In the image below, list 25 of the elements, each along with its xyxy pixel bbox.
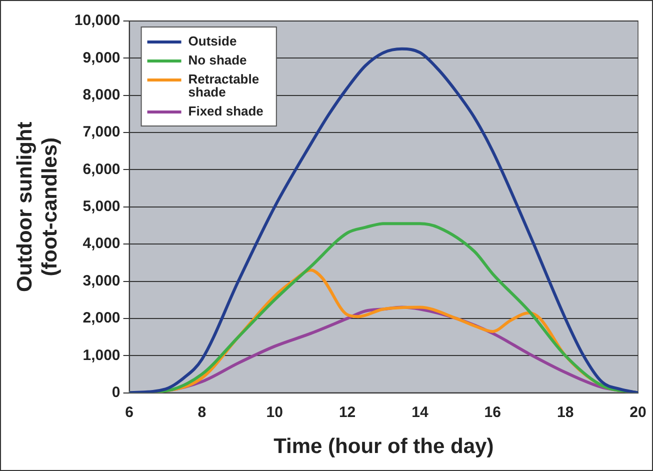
y-tick-label: 8,000	[82, 86, 120, 104]
y-axis-title: Outdoor sunlight (foot-candles)	[13, 122, 62, 292]
y-tick-label: 0	[112, 384, 120, 401]
y-tick-label: 9,000	[82, 49, 120, 66]
x-tick-label: 14	[412, 404, 429, 421]
y-tick-label: 7,000	[82, 124, 120, 141]
y-tick-label: 6,000	[82, 160, 120, 178]
x-tick-label: 12	[338, 404, 356, 421]
x-tick-label: 18	[556, 404, 574, 421]
x-tick-label: 16	[484, 404, 501, 421]
x-tick-label: 20	[630, 404, 646, 421]
legend-label: Fixed shade	[188, 104, 264, 119]
y-tick-label: 1,000	[82, 346, 120, 364]
y-tick-label: 3,000	[82, 272, 120, 290]
y-tick-label: 4,000	[82, 235, 120, 252]
x-axis-title: Time (hour of the day)	[274, 435, 494, 458]
x-tick-label: 8	[198, 404, 206, 421]
y-tick-label: 2,000	[82, 310, 120, 327]
y-tick-label: 10,000	[74, 12, 120, 30]
y-tick-label: 5,000	[82, 198, 120, 216]
legend-label: Retractable shade	[188, 72, 260, 100]
x-tick-label: 10	[266, 404, 283, 421]
x-tick-label: 6	[125, 404, 134, 421]
legend-label: Outside	[188, 34, 237, 49]
legend-label: No shade	[188, 52, 247, 68]
